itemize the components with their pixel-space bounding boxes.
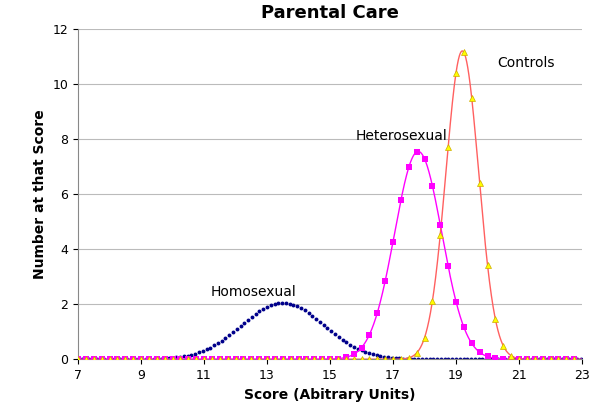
Y-axis label: Number at that Score: Number at that Score — [33, 109, 47, 279]
Text: Controls: Controls — [497, 56, 554, 70]
X-axis label: Score (Abitrary Units): Score (Abitrary Units) — [244, 387, 416, 401]
Title: Parental Care: Parental Care — [261, 4, 399, 22]
Text: Homosexual: Homosexual — [210, 285, 296, 299]
Text: Heterosexual: Heterosexual — [355, 129, 447, 143]
